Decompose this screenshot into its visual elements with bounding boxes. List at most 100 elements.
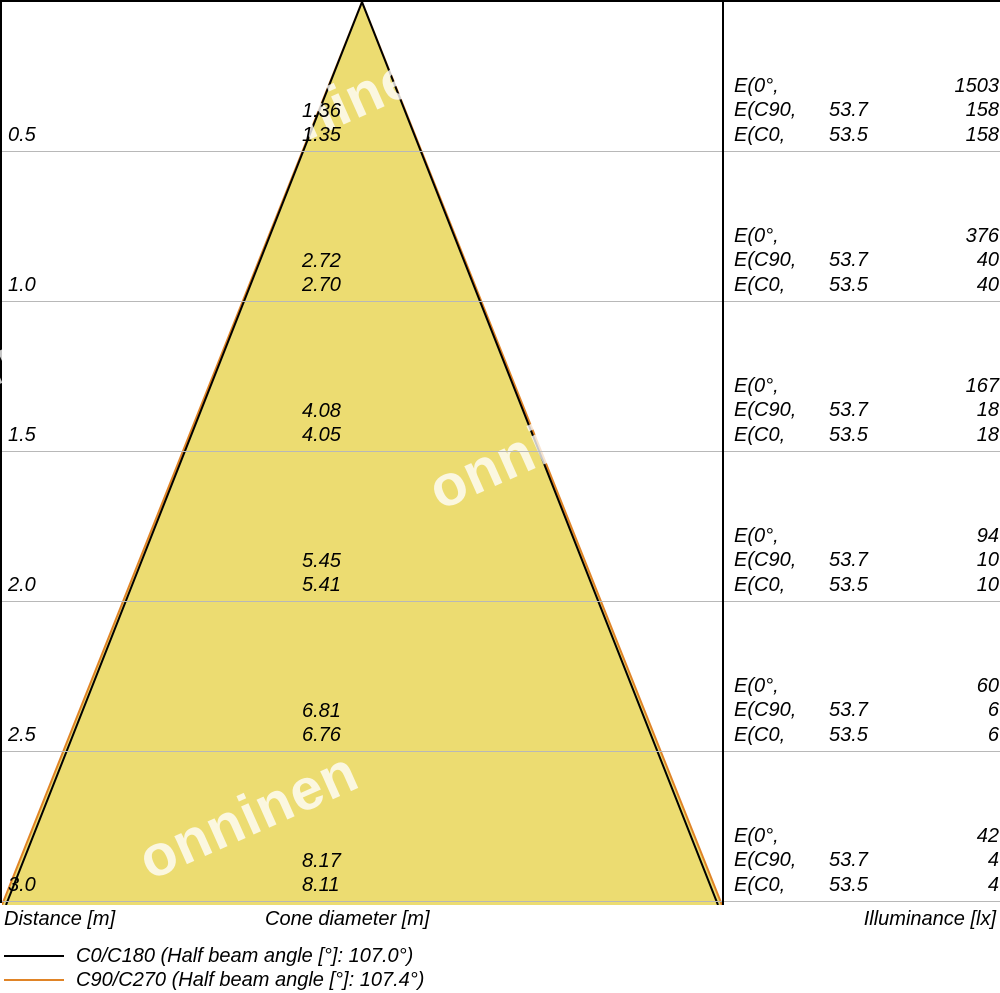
illum-angle [829,224,894,248]
cone-diameter-c90: 2.72 [302,250,341,273]
illuminance-line: E(C0,53.5158 [734,123,999,147]
illum-angle [829,374,894,398]
illuminance-line: E(C0,53.56 [734,723,999,747]
axis-labels: Distance [m] Cone diameter [m] Illuminan… [0,908,1000,934]
axis-illuminance-label: Illuminance [lx] [864,908,996,931]
illum-name: E(0°, [734,224,829,248]
illum-angle: 53.5 [829,573,894,597]
illuminance-line: E(0°,167 [734,374,999,398]
cone-diameter-c0: 2.70 [302,274,341,297]
cone-diagram-container: onninen onninen onninen onninen 0.51.361… [0,0,1000,993]
table-row: 1.02.722.70E(0°,376E(C90,53.740E(C0,53.5… [2,152,1000,302]
illum-name: E(C90, [734,398,829,422]
illum-name: E(C90, [734,698,829,722]
illum-angle: 53.5 [829,723,894,747]
distance-value: 0.5 [8,124,36,147]
illum-value: 40 [894,273,999,297]
illum-value: 42 [894,824,999,848]
distance-value: 2.0 [8,574,36,597]
illum-angle: 53.7 [829,698,894,722]
illuminance-line: E(C90,53.710 [734,548,999,572]
legend: C0/C180 (Half beam angle [°]: 107.0°) C9… [4,944,424,992]
illum-value: 4 [894,873,999,897]
illuminance-line: E(C0,53.540 [734,273,999,297]
illum-angle: 53.5 [829,123,894,147]
illuminance-block: E(0°,60E(C90,53.76E(C0,53.56 [734,674,999,747]
illum-name: E(C0, [734,573,829,597]
distance-value: 3.0 [8,874,36,897]
illum-name: E(C90, [734,848,829,872]
illum-name: E(0°, [734,74,829,98]
table-row: 3.08.178.11E(0°,42E(C90,53.74E(C0,53.54 [2,752,1000,902]
illum-value: 158 [894,98,999,122]
illum-value: 10 [894,548,999,572]
illuminance-line: E(0°, 1503 [734,74,999,98]
illuminance-line: E(0°, 60 [734,674,999,698]
illuminance-line: E(C90,53.7158 [734,98,999,122]
table-row: 0.5 1.361.35 E(0°, 1503E(C90,53.7158E(C0,53… [2,2,1000,152]
legend-c90-label: C90/C270 (Half beam angle [°]: 107.4°) [76,969,424,992]
illum-angle [829,674,894,698]
table-row: 1.54.084.05E(0°,167E(C90,53.718E(C0,53.5… [2,302,1000,452]
illum-angle: 53.5 [829,423,894,447]
illum-name: E(C0, [734,273,829,297]
illum-value: 6 [894,723,999,747]
legend-swatch-c0 [4,955,64,957]
cone-diameter-c90: 4.08 [302,400,341,423]
table-row: 2.56.816.76E(0°,60E(C90,53.76E(C0,53.56 [2,602,1000,752]
illum-value: 1503 [894,74,999,98]
legend-swatch-c90 [4,979,64,981]
illum-value: 94 [894,524,999,548]
illuminance-line: E(C90,53.74 [734,848,999,872]
illum-name: E(C0, [734,423,829,447]
illum-name: E(0°, [734,674,829,698]
illum-value: 6 [894,698,999,722]
illuminance-line: E(0°, 94 [734,524,999,548]
illum-name: E(C0, [734,123,829,147]
distance-value: 1.0 [8,274,36,297]
illum-angle: 53.7 [829,548,894,572]
illuminance-block: E(0°, 1503E(C90,53.7158E(C0,53.5158 [734,74,999,147]
cone-diameter-c0: 6.76 [302,724,341,747]
illuminance-block: E(0°,42E(C90,53.74E(C0,53.54 [734,824,999,897]
cone-diameter-c90: 6.81 [302,700,341,723]
illum-angle [829,524,894,548]
cone-diameter-c90: 1.36 [302,100,341,123]
illuminance-line: E(C0,53.510 [734,573,999,597]
illum-value: 40 [894,248,999,272]
illum-value: 18 [894,423,999,447]
legend-c90: C90/C270 (Half beam angle [°]: 107.4°) [4,968,424,992]
illum-name: E(C0, [734,723,829,747]
illum-name: E(C0, [734,873,829,897]
illum-angle [829,824,894,848]
illum-name: E(C90, [734,548,829,572]
axis-distance-label: Distance [m] [4,908,115,931]
illum-value: 18 [894,398,999,422]
illuminance-line: E(0°,42 [734,824,999,848]
legend-c0-label: C0/C180 (Half beam angle [°]: 107.0°) [76,945,413,968]
illum-angle: 53.5 [829,873,894,897]
illum-value: 10 [894,573,999,597]
illuminance-block: E(0°,376E(C90,53.740E(C0,53.540 [734,224,999,297]
illum-name: E(0°, [734,374,829,398]
illum-angle: 53.5 [829,273,894,297]
illum-name: E(0°, [734,524,829,548]
illuminance-line: E(C90,53.718 [734,398,999,422]
illum-value: 376 [894,224,999,248]
illum-angle: 53.7 [829,98,894,122]
cone-diameter-c0: 5.41 [302,574,341,597]
cone-diameter-c0: 4.05 [302,424,341,447]
illuminance-block: E(0°,94E(C90,53.710E(C0,53.510 [734,524,999,597]
illuminance-line: E(C90,53.76 [734,698,999,722]
illum-angle: 53.7 [829,398,894,422]
distance-value: 2.5 [8,724,36,747]
chart-area: onninen onninen onninen onninen 0.51.361… [0,0,1000,903]
cone-diameter-c90: 8.17 [302,850,341,873]
cone-diameter-c0: 1.35 [302,124,341,147]
illuminance-line: E(0°, 376 [734,224,999,248]
illum-angle: 53.7 [829,848,894,872]
table-row: 2.05.455.41E(0°,94E(C90,53.710E(C0,53.51… [2,452,1000,602]
illuminance-line: E(C0,53.54 [734,873,999,897]
illum-value: 60 [894,674,999,698]
cone-diameter-c90: 5.45 [302,550,341,573]
